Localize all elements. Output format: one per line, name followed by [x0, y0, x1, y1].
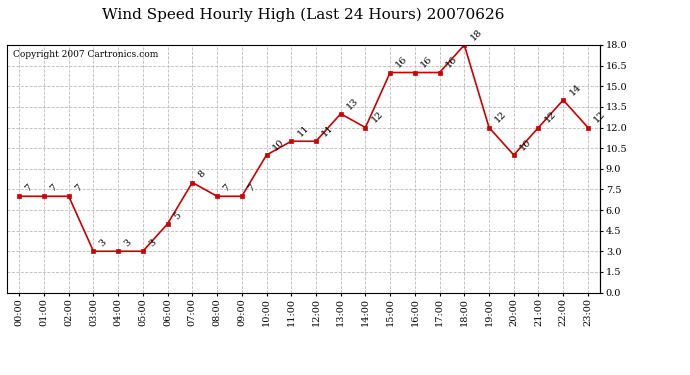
Text: 16: 16 — [419, 55, 434, 70]
Text: Wind Speed Hourly High (Last 24 Hours) 20070626: Wind Speed Hourly High (Last 24 Hours) 2… — [102, 8, 505, 22]
Text: 5: 5 — [172, 210, 182, 221]
Text: 10: 10 — [270, 137, 286, 152]
Text: 13: 13 — [345, 96, 360, 111]
Text: 12: 12 — [592, 110, 607, 125]
Text: 12: 12 — [370, 110, 385, 125]
Text: Copyright 2007 Cartronics.com: Copyright 2007 Cartronics.com — [13, 50, 158, 59]
Text: 8: 8 — [197, 169, 207, 180]
Text: 7: 7 — [221, 183, 232, 194]
Text: 16: 16 — [444, 55, 459, 70]
Text: 3: 3 — [97, 238, 108, 249]
Text: 11: 11 — [295, 123, 310, 138]
Text: 3: 3 — [147, 238, 158, 249]
Text: 7: 7 — [48, 183, 59, 194]
Text: 7: 7 — [23, 183, 34, 194]
Text: 7: 7 — [246, 183, 257, 194]
Text: 7: 7 — [73, 183, 83, 194]
Text: 16: 16 — [394, 55, 409, 70]
Text: 14: 14 — [567, 82, 582, 97]
Text: 10: 10 — [518, 137, 533, 152]
Text: 12: 12 — [542, 110, 558, 125]
Text: 11: 11 — [320, 123, 335, 138]
Text: 12: 12 — [493, 110, 509, 125]
Text: 18: 18 — [469, 27, 484, 42]
Text: 3: 3 — [122, 238, 133, 249]
